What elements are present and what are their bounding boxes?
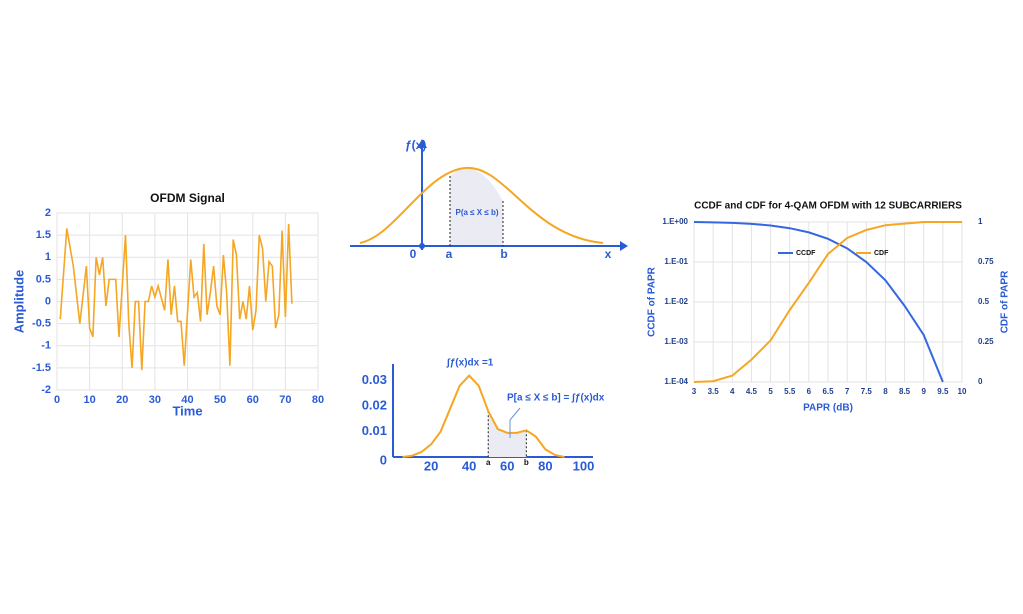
y-tick-label: 1.E+00 [662, 217, 688, 226]
y-tick-label: 0.03 [362, 372, 387, 387]
y-tick-label: 1.E-02 [664, 297, 688, 306]
y-axis-label: CCDF of PAPR [647, 266, 658, 337]
x-tick-label: 10 [958, 387, 967, 396]
x-tick-label: 5 [768, 387, 773, 396]
x-tick-label: 40 [181, 394, 193, 406]
y-tick-label: 0.5 [36, 273, 51, 285]
x-axis-label: PAPR (dB) [803, 403, 853, 414]
y-tick-label: 0 [45, 295, 51, 307]
x-tick-label: 8 [883, 387, 888, 396]
y-tick-label: 2 [45, 207, 51, 219]
x-tick-label: 4 [730, 387, 735, 396]
x-tick-label: 8.5 [899, 387, 911, 396]
x-tick-label: 60 [500, 458, 514, 473]
x-tick-label: 3 [692, 387, 697, 396]
annotation: P[a ≤ X ≤ b] = ∫ƒ(x)dx [507, 393, 605, 404]
y-axis-label: Amplitude [11, 270, 26, 334]
annotation-pointer [509, 407, 521, 421]
x-tick-label: 60 [247, 394, 259, 406]
y2-tick-label: 0.75 [978, 257, 994, 266]
shaded-region [488, 411, 527, 457]
chart-title: OFDM Signal [150, 191, 225, 205]
x-tick-label: 7 [845, 387, 850, 396]
y-tick-label: -1.5 [32, 362, 51, 374]
y2-tick-label: 1 [978, 217, 983, 226]
y-tick-label: 1.E-01 [664, 257, 688, 266]
y-tick-label: 0.02 [362, 398, 387, 413]
x-tick-label: 9.5 [937, 387, 949, 396]
chart: CCDF and CDF for 4-QAM OFDM with 12 SUBC… [647, 201, 1011, 414]
x-tick-label: 50 [214, 394, 226, 406]
x-tick-label: 6 [807, 387, 812, 396]
series-line [693, 221, 962, 383]
chart-title: CCDF and CDF for 4-QAM OFDM with 12 SUBC… [694, 201, 962, 212]
arrow [417, 139, 427, 148]
y-tick-label: 0 [380, 452, 387, 467]
x-tick-label: 40 [462, 458, 476, 473]
y2-tick-label: 0 [978, 377, 983, 386]
y-tick-label: 0.01 [362, 423, 387, 438]
x-tick-label: 10 [84, 394, 96, 406]
series-line [693, 221, 944, 383]
y-label: ƒ(x) [405, 138, 426, 152]
legend-label: CCDF [796, 250, 816, 257]
a-label: a [446, 247, 453, 261]
x-tick-label: 0 [54, 394, 60, 406]
x-tick-label: 80 [312, 394, 324, 406]
x-tick-label: 5.5 [784, 387, 796, 396]
x-tick-label: 3.5 [708, 387, 720, 396]
arrow [620, 241, 628, 251]
area-label: P(a ≤ X ≤ b) [455, 208, 498, 217]
x-tick-label: 70 [279, 394, 291, 406]
x-tick-label: 30 [149, 394, 161, 406]
x-tick-label: 20 [116, 394, 128, 406]
bound-label: a [486, 458, 491, 467]
y-tick-label: -1 [41, 340, 51, 352]
x-tick-label: 7.5 [861, 387, 873, 396]
y2-tick-label: 0.25 [978, 337, 994, 346]
y2-axis-label: CDF of PAPR [1000, 270, 1011, 333]
x-tick-label: 6.5 [822, 387, 834, 396]
x-label: x [605, 247, 612, 261]
x-tick-label: 100 [573, 458, 595, 473]
y-tick-label: -2 [41, 384, 51, 396]
y2-tick-label: 0.5 [978, 297, 990, 306]
y-tick-label: 1.E-04 [664, 377, 688, 386]
origin-label: 0 [410, 247, 417, 261]
x-tick-label: 80 [538, 458, 552, 473]
chart: 20 40 60 80 100 0 0.01 0.02 0.03 a b ∫ƒ(x)dx =1 P[a … [362, 358, 605, 474]
shaded-area [450, 167, 503, 246]
x-tick-label: 9 [921, 387, 926, 396]
annotation: ∫ƒ(x)dx =1 [446, 358, 494, 369]
y-tick-label: 1.E-03 [664, 337, 688, 346]
y-tick-label: -0.5 [32, 318, 51, 330]
legend-label: CDF [874, 250, 889, 257]
b-label: b [500, 247, 507, 261]
origin [419, 243, 425, 249]
density-curve [359, 166, 604, 244]
x-tick-label: 20 [424, 458, 438, 473]
plot-frame [693, 221, 963, 383]
bound-label: b [524, 458, 529, 467]
plot-frame [56, 212, 319, 391]
x-axis-label: Time [172, 403, 202, 418]
density-line [402, 374, 565, 458]
x-tick-label: 4.5 [746, 387, 758, 396]
y-tick-label: 1 [45, 251, 51, 263]
pdf-diagram: ƒ(x) 0 a b x P(a ≤ X ≤ b) [350, 138, 628, 261]
series-line [59, 224, 293, 371]
y-tick-label: 1.5 [36, 229, 51, 241]
